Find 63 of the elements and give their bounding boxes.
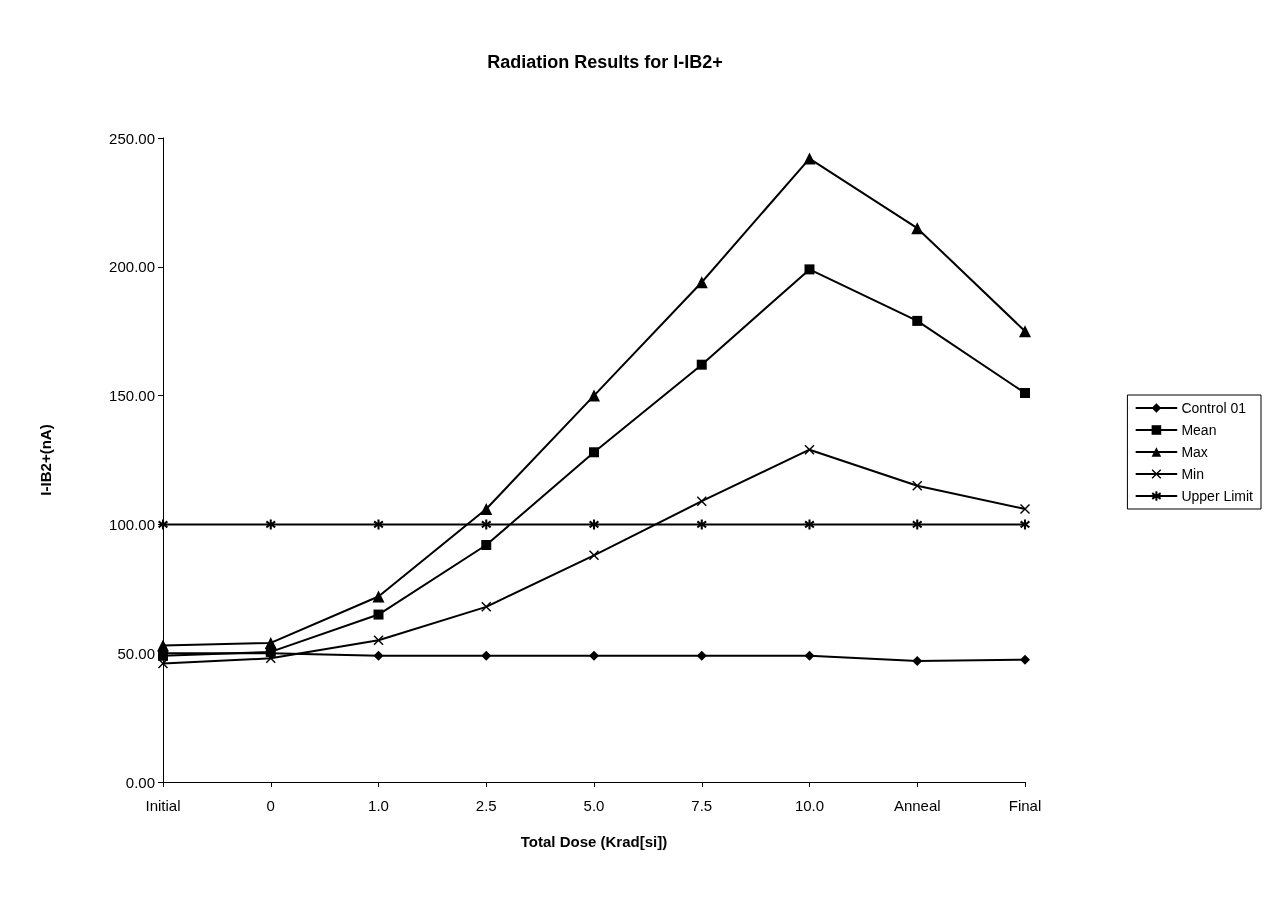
- point: [265, 653, 276, 664]
- point: [696, 519, 707, 530]
- x-tick-label: 10.0: [794, 797, 825, 814]
- legend-label: Max: [1181, 444, 1208, 460]
- point: [1019, 325, 1031, 338]
- x-tick-label: 0: [266, 797, 275, 814]
- point: [695, 276, 708, 289]
- point: [1020, 503, 1030, 514]
- point: [1020, 388, 1030, 399]
- legend-label: Control 01: [1181, 400, 1247, 416]
- legend-label: Mean: [1181, 422, 1217, 438]
- point: [912, 519, 923, 530]
- point: [912, 315, 923, 326]
- point: [264, 636, 277, 649]
- x-axis-title: Total Dose (Krad[si]): [520, 833, 668, 850]
- point: [481, 650, 492, 661]
- x-tick-label: 5.0: [583, 797, 605, 814]
- legend-label: Upper Limit: [1181, 488, 1254, 504]
- point: [803, 152, 816, 165]
- y-tick-label: 0.00: [125, 773, 155, 791]
- x-tick-label: Initial: [145, 797, 181, 814]
- point: [804, 264, 815, 275]
- point: [912, 480, 923, 491]
- point: [373, 609, 384, 620]
- x-tick-label: 2.5: [475, 797, 497, 814]
- point: [589, 519, 599, 530]
- x-tick-label: Final: [1008, 797, 1042, 814]
- y-tick-label: 150.00: [109, 387, 155, 405]
- point: [373, 519, 384, 530]
- point: [589, 550, 599, 561]
- point: [696, 650, 707, 661]
- point: [1020, 519, 1030, 530]
- chart-title: Radiation Results for I-IB2+: [487, 52, 723, 72]
- x-tick-label: 1.0: [368, 797, 389, 814]
- point: [265, 519, 276, 530]
- point: [804, 519, 815, 530]
- y-tick-label: 200.00: [109, 258, 155, 276]
- point: [481, 519, 492, 530]
- point: [588, 389, 600, 402]
- point: [481, 601, 492, 612]
- point: [696, 496, 707, 507]
- legend-label: Min: [1181, 466, 1204, 482]
- x-tick-label: 7.5: [691, 797, 713, 814]
- point: [589, 447, 599, 458]
- point: [589, 650, 599, 661]
- y-tick-label: 100.00: [109, 515, 155, 533]
- point: [372, 590, 385, 603]
- x-tick-label: Anneal: [893, 797, 941, 814]
- point: [804, 650, 815, 661]
- y-tick-label: 250.00: [109, 129, 155, 147]
- point: [481, 540, 492, 551]
- point: [480, 502, 493, 515]
- point: [804, 444, 815, 455]
- point: [911, 222, 924, 235]
- point: [696, 359, 707, 370]
- point: [373, 635, 384, 646]
- point: [1020, 654, 1030, 665]
- point: [912, 655, 923, 666]
- point: [158, 519, 168, 530]
- point: [373, 650, 384, 661]
- y-tick-label: 50.00: [117, 644, 155, 662]
- y-axis-title: I-IB2+(nA): [37, 424, 54, 496]
- point: [157, 639, 169, 652]
